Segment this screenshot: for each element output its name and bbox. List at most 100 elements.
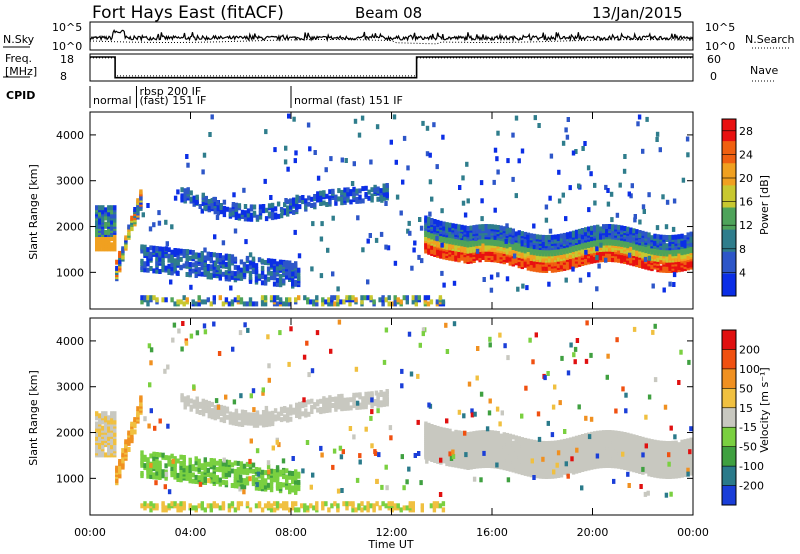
echo-cell — [481, 242, 485, 248]
echo-cell — [466, 442, 470, 448]
echo-cell — [254, 485, 259, 491]
echo-cell — [344, 158, 348, 163]
echo-cell — [269, 483, 274, 489]
echo-cell — [358, 392, 362, 398]
echo-cell — [254, 267, 259, 273]
echo-cell — [402, 295, 406, 301]
echo-cell — [209, 252, 213, 257]
echo-cell — [136, 406, 140, 412]
echo-cell — [606, 188, 610, 193]
echo-cell — [182, 301, 186, 307]
echo-cell — [263, 478, 268, 484]
echo-cell — [526, 442, 531, 448]
echo-cell — [574, 458, 579, 464]
echo-cell — [212, 458, 216, 464]
echo-cell — [291, 277, 295, 283]
echo-cell — [319, 407, 323, 412]
echo-cell — [252, 422, 257, 428]
echo-cell — [358, 198, 362, 204]
freq-label-1: Freq. — [5, 52, 32, 65]
echo-cell — [227, 258, 232, 264]
echo-cell — [553, 234, 558, 240]
echo-cell — [263, 484, 268, 490]
echo-cell — [353, 118, 358, 124]
echo-cell — [270, 417, 275, 422]
echo-cell — [158, 269, 162, 274]
echo-cell — [521, 283, 525, 289]
echo-cell — [499, 252, 503, 258]
echo-cell — [146, 251, 150, 257]
echo-cell — [185, 249, 190, 255]
echo-cell — [665, 243, 669, 249]
echo-cell — [222, 205, 227, 211]
echo-cell — [402, 135, 407, 141]
echo-cell — [292, 116, 296, 122]
echo-cell — [379, 188, 383, 194]
echo-cell — [107, 427, 111, 433]
echo-cell — [206, 251, 210, 257]
echo-cell — [167, 503, 171, 509]
echo-cell — [206, 270, 210, 276]
echo-cell — [298, 412, 302, 418]
echo-cell — [442, 427, 446, 433]
echo-cell — [376, 186, 380, 192]
echo-cell — [194, 479, 198, 484]
echo-cell — [239, 465, 244, 471]
echo-cell — [345, 501, 349, 507]
echo-cell — [340, 189, 344, 195]
echo-cell — [294, 297, 298, 303]
echo-cell — [245, 461, 250, 467]
echo-cell — [165, 241, 169, 247]
echo-cell — [236, 273, 241, 279]
echo-cell — [288, 260, 292, 266]
echo-cell — [230, 501, 235, 507]
echo-cell — [285, 260, 289, 266]
echo-cell — [297, 471, 301, 477]
echo-cell — [333, 295, 337, 301]
echo-cell — [372, 503, 376, 509]
echo-cell — [647, 192, 651, 198]
echo-cell — [260, 295, 265, 301]
echo-cell — [384, 297, 388, 303]
echo-cell — [210, 114, 214, 120]
echo-cell — [261, 204, 266, 209]
echo-cell — [327, 301, 331, 307]
echo-cell — [139, 395, 143, 401]
echo-cell — [237, 421, 242, 427]
echo-cell — [263, 274, 268, 280]
echo-cell — [232, 192, 236, 198]
echo-cell — [481, 224, 485, 230]
echo-cell — [222, 199, 227, 205]
echo-cell — [236, 265, 241, 271]
echo-cell — [376, 196, 380, 202]
echo-cell — [173, 262, 177, 268]
echo-cell — [273, 414, 278, 420]
echo-cell — [428, 179, 433, 185]
echo-cell — [278, 280, 283, 286]
echo-cell — [423, 295, 428, 301]
echo-cell — [556, 440, 561, 446]
echo-cell — [221, 240, 226, 246]
echo-cell — [248, 260, 253, 266]
echo-cell — [565, 438, 570, 444]
echo-cell — [240, 209, 245, 215]
echo-cell — [309, 299, 313, 305]
echo-cell — [161, 469, 165, 475]
echo-cell — [512, 253, 517, 259]
echo-cell — [95, 421, 99, 427]
echo-cell — [565, 134, 570, 140]
echo-cell — [209, 472, 213, 478]
echo-cell — [457, 251, 461, 257]
echo-cell — [608, 257, 612, 262]
echo-cell — [430, 218, 434, 223]
echo-cell — [665, 199, 670, 205]
echo-cell — [288, 507, 292, 513]
echo-cell — [689, 262, 693, 268]
echo-cell — [140, 265, 144, 270]
echo-cell — [330, 503, 334, 509]
echo-cell — [508, 227, 512, 233]
echo-cell — [115, 465, 119, 471]
echo-cell — [188, 270, 192, 276]
echo-cell — [672, 282, 676, 287]
